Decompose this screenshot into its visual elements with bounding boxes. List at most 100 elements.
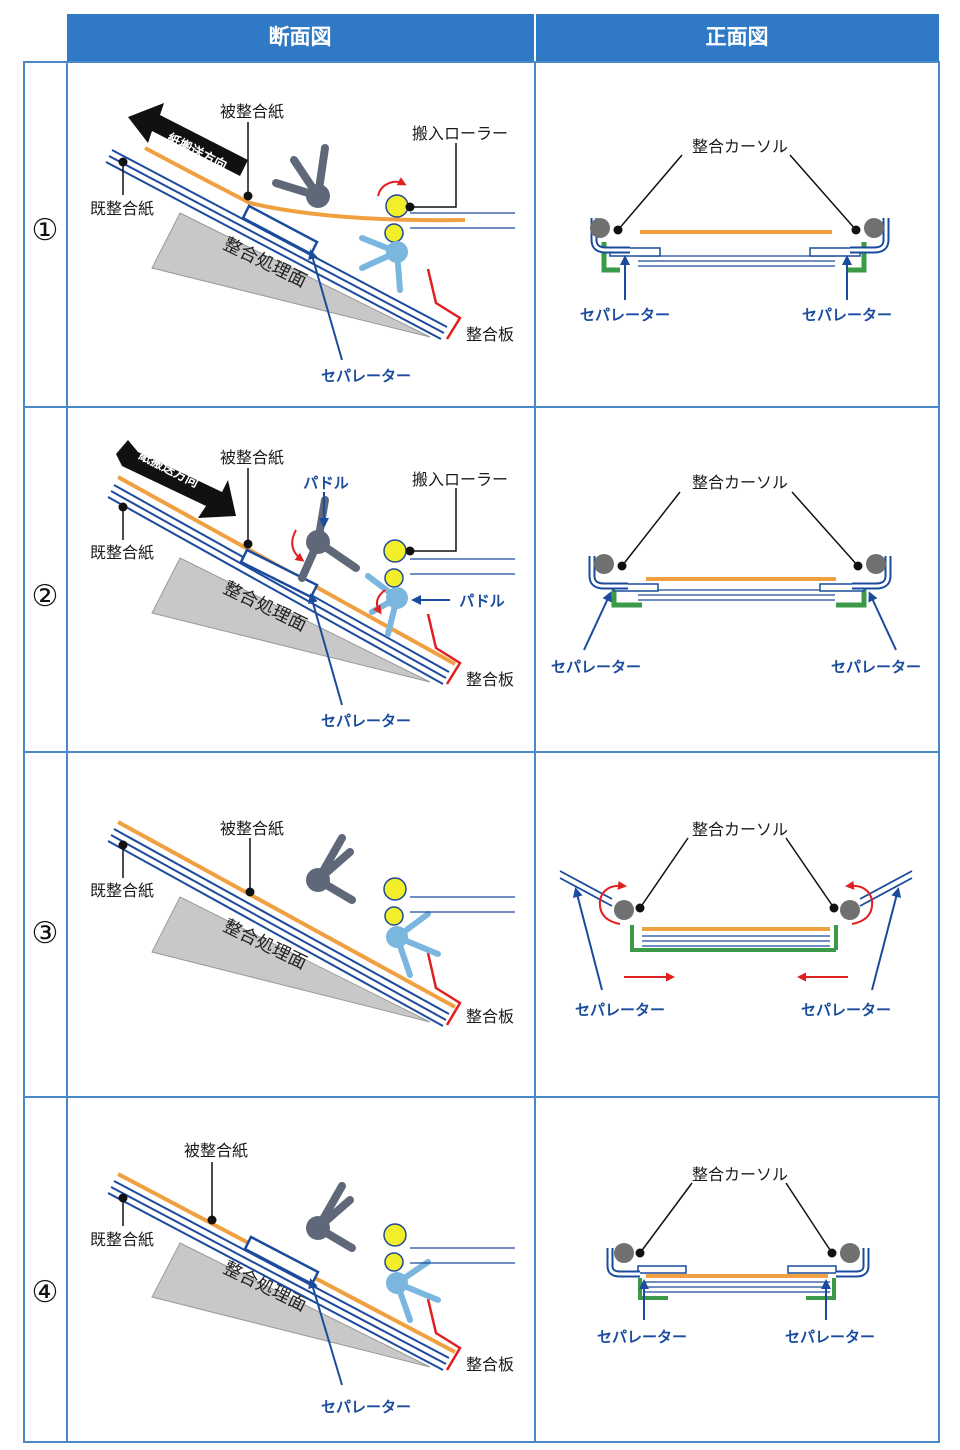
alignment-plate-label: 整合板 xyxy=(466,1355,514,1374)
alignment-cursor-label: 整合カーソル xyxy=(692,473,788,492)
paddle-lower xyxy=(386,911,441,978)
aligned-paper-label: 被整合紙 xyxy=(220,819,284,838)
roller-rotation-arrow xyxy=(377,177,407,197)
alignment-cursor-right xyxy=(850,218,890,254)
paper-stack xyxy=(638,255,835,267)
rotation-arrow-right xyxy=(845,880,874,925)
row4-front-view: 整合カーソル セパレーター セパレーター xyxy=(597,1165,875,1346)
carry-in-roller xyxy=(383,1223,407,1272)
aligned-paper xyxy=(144,146,466,223)
alignment-cursor-left xyxy=(606,1243,640,1278)
separator-label-left: セパレーター xyxy=(597,1328,687,1346)
alignment-plate xyxy=(426,1298,462,1371)
carry-in-roller xyxy=(383,877,407,926)
row1-front-view: 整合カーソル セパレーター セパレーター xyxy=(580,137,892,324)
table-grid xyxy=(23,14,940,1443)
paddle-upper xyxy=(272,144,330,208)
aligned-paper-label: 被整合紙 xyxy=(220,448,284,467)
alignment-cursor-left xyxy=(590,218,630,254)
separator-left-raised xyxy=(559,870,613,907)
alignment-plate-label: 整合板 xyxy=(466,325,514,344)
paddle-label-upper: パドル xyxy=(303,474,348,492)
alignment-plate-label: 整合板 xyxy=(466,670,514,689)
alignment-cursor-label: 整合カーソル xyxy=(692,1165,788,1184)
carry-in-roller-label: 搬入ローラー xyxy=(412,470,508,489)
paddle-label-lower: パドル xyxy=(459,592,504,610)
callout-lines xyxy=(621,491,859,567)
callout-lines xyxy=(122,838,251,892)
separator-pointer xyxy=(308,593,343,706)
paddle-rotation-arrow xyxy=(291,529,305,562)
alignment-surface xyxy=(151,557,431,683)
separator-label: セパレーター xyxy=(321,1398,411,1416)
header-cross-section: 断面図 xyxy=(269,25,332,49)
alignment-cursor-label: 整合カーソル xyxy=(692,820,788,839)
paper-direction-arrow: 紙搬送方向 xyxy=(116,440,236,518)
paddle-upper xyxy=(306,1182,356,1252)
row3-front-view: 整合カーソル セパレーター セパレーター xyxy=(559,820,913,1019)
separator-pointer-left xyxy=(583,591,612,651)
alignment-tray xyxy=(107,1180,450,1371)
alignment-plate xyxy=(426,952,462,1026)
separator-pointer-left xyxy=(572,887,603,991)
existing-paper-label: 既整合紙 xyxy=(90,543,154,562)
row2-front-view: 整合カーソル セパレーター セパレーター xyxy=(551,473,921,676)
paper-stack xyxy=(638,589,835,601)
row1-cross-section: 整合処理面 紙搬送方向 xyxy=(90,102,515,385)
aligned-paper xyxy=(117,820,456,1009)
separator-right-raised xyxy=(859,870,913,907)
paper-stack xyxy=(644,1281,830,1293)
alignment-plate-label: 整合板 xyxy=(466,1007,514,1026)
separator-right xyxy=(787,1265,837,1300)
alignment-tray xyxy=(107,828,450,1027)
paddle-upper xyxy=(298,496,360,582)
alignment-plate xyxy=(426,268,462,340)
separator-label-right: セパレーター xyxy=(801,1001,891,1019)
separator-pointer xyxy=(308,249,343,361)
alignment-cursor-right xyxy=(852,554,892,590)
row4-cross-section: 整合処理面 被整合紙 xyxy=(90,1141,515,1416)
alignment-surface xyxy=(151,896,431,1023)
alignment-cursor-label: 整合カーソル xyxy=(692,137,788,156)
separator-label: セパレーター xyxy=(321,712,411,730)
separator-label-left: セパレーター xyxy=(575,1001,665,1019)
step-number-2: ② xyxy=(32,579,59,614)
alignment-cursor-left xyxy=(588,554,628,590)
separator-label-right: セパレーター xyxy=(785,1328,875,1346)
paddle-rotation-arrow-lower xyxy=(372,589,386,615)
separator-label: セパレーター xyxy=(321,367,411,385)
existing-paper-label: 既整合紙 xyxy=(90,199,154,218)
rotation-arrow-left xyxy=(598,880,627,925)
callout-lines xyxy=(122,1162,213,1226)
paddle-lower xyxy=(365,573,408,637)
alignment-cursor-left xyxy=(614,900,634,920)
carry-in-roller xyxy=(383,539,407,588)
paddle-lower xyxy=(359,235,408,293)
callout-lines xyxy=(639,1182,833,1254)
callout-lines xyxy=(122,122,457,208)
paper-stack xyxy=(642,935,830,947)
row2-cross-section: 整合処理面 紙搬送方向 xyxy=(90,440,515,730)
carry-in-roller-label: 搬入ローラー xyxy=(412,124,508,143)
separator-pointer-right xyxy=(871,887,902,991)
separator-label-left: セパレーター xyxy=(580,306,670,324)
paper-guide-lines xyxy=(410,896,515,913)
callout-lines xyxy=(617,154,857,231)
alignment-cursor-right xyxy=(840,900,860,920)
alignment-surface xyxy=(151,1242,431,1368)
row3-cross-section: 整合処理面 被整合紙 既整合紙 整 xyxy=(90,819,515,1027)
separator-pointer xyxy=(308,1278,343,1386)
header-front-view: 正面図 xyxy=(706,25,769,49)
existing-paper-label: 既整合紙 xyxy=(90,1230,154,1249)
alignment-surface xyxy=(151,212,431,338)
paddle-upper xyxy=(306,834,356,904)
separator-label-left: セパレーター xyxy=(551,658,641,676)
separator-label-right: セパレーター xyxy=(831,658,921,676)
existing-paper-label: 既整合紙 xyxy=(90,881,154,900)
paper-guide-lines xyxy=(410,558,515,575)
step-number-1: ① xyxy=(32,213,59,248)
aligned-paper-label: 被整合紙 xyxy=(184,1141,248,1160)
separator-pointer-right xyxy=(868,591,897,651)
step-number-4: ④ xyxy=(32,1275,59,1310)
aligned-paper-label: 被整合紙 xyxy=(220,102,284,121)
